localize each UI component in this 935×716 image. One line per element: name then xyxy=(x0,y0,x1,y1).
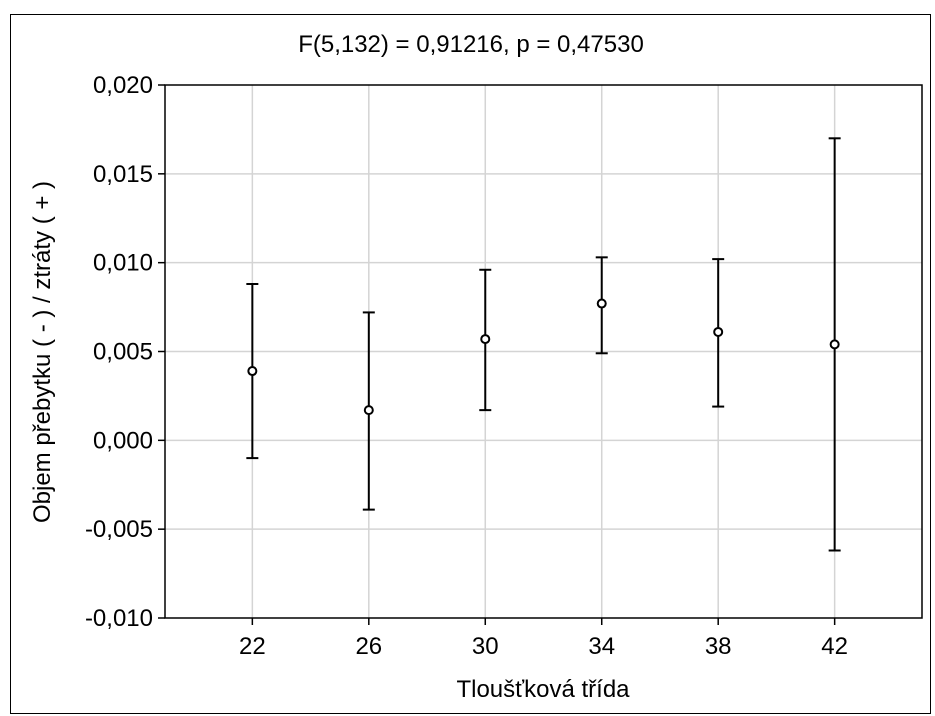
x-axis-title: Tloušťková třída xyxy=(456,676,630,703)
x-tick-label: 42 xyxy=(821,633,848,660)
data-series xyxy=(246,137,841,552)
mean-point xyxy=(713,326,724,337)
chart-frame xyxy=(10,14,931,714)
mean-point xyxy=(480,334,491,345)
x-tick-label: 30 xyxy=(472,633,499,660)
y-axis: 0,020 0,015 0,010 0,005 0,000 -0,005 -0,010 xyxy=(85,72,165,632)
y-axis-title: Objem přebytku ( - ) / ztráty ( + ) xyxy=(29,181,56,523)
mean-point xyxy=(596,298,607,309)
y-tick-label: 0,020 xyxy=(93,72,153,99)
y-tick-label: -0,005 xyxy=(85,516,153,543)
grid-lines xyxy=(165,85,922,618)
y-tick-label: 0,015 xyxy=(93,161,153,188)
y-tick-label: -0,010 xyxy=(85,605,153,632)
y-tick-label: 0,000 xyxy=(93,427,153,454)
x-tick-label: 34 xyxy=(588,633,615,660)
x-tick-label: 38 xyxy=(705,633,732,660)
x-tick-label: 22 xyxy=(239,633,266,660)
y-tick-label: 0,010 xyxy=(93,250,153,277)
mean-point xyxy=(363,405,374,416)
chart-title: F(5,132) = 0,91216, p = 0,47530 xyxy=(298,31,644,58)
mean-point xyxy=(247,366,258,377)
y-tick-label: 0,005 xyxy=(93,339,153,366)
mean-point xyxy=(829,339,840,350)
x-tick-label: 26 xyxy=(355,633,382,660)
x-axis: 22 26 30 34 38 42 xyxy=(239,618,848,660)
